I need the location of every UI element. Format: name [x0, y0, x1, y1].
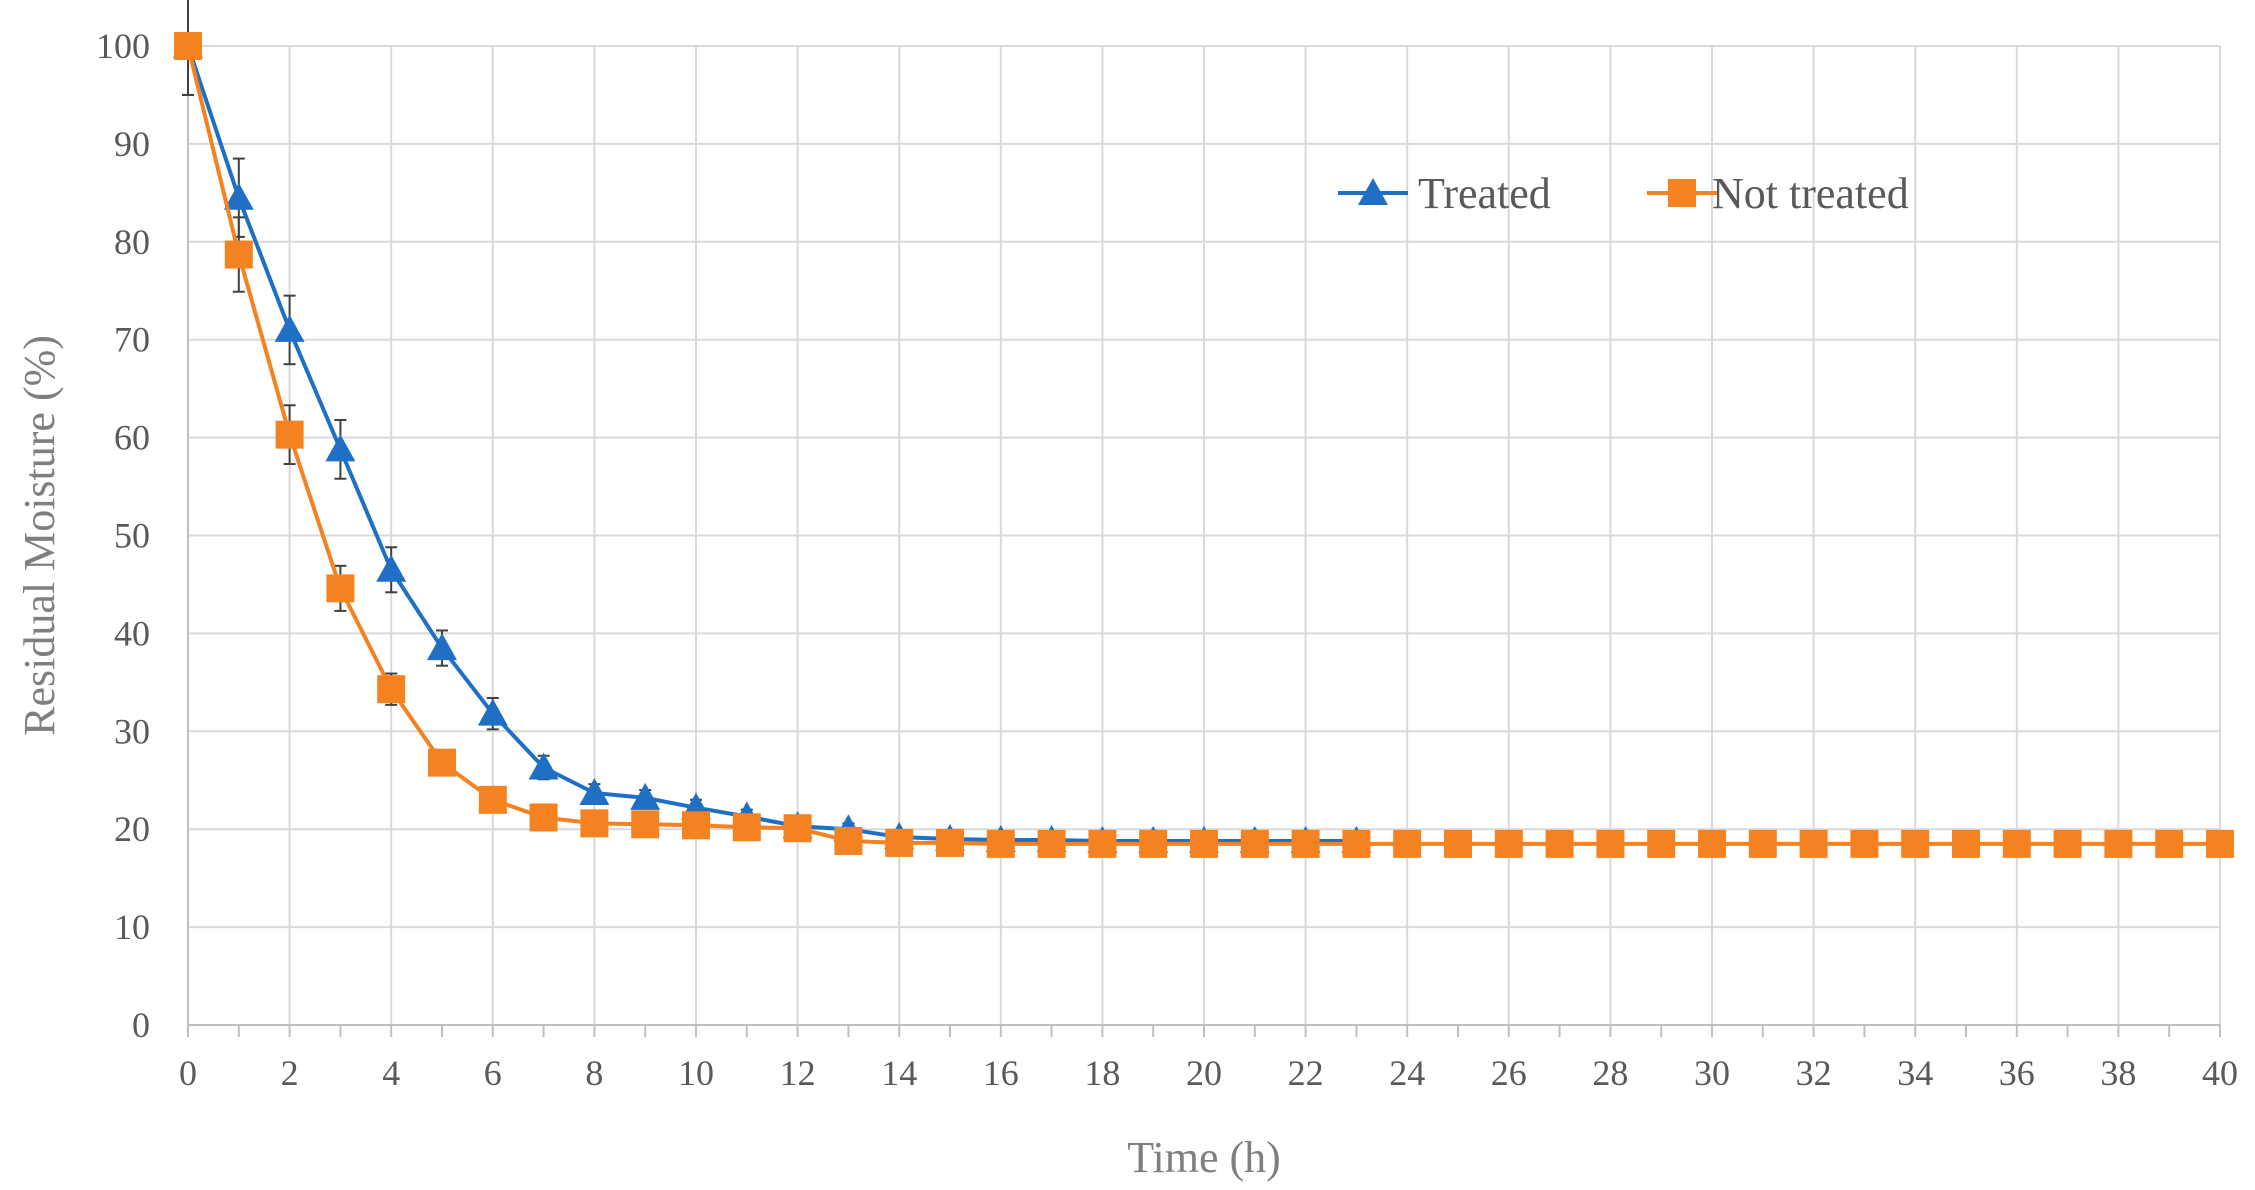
data-point [529, 803, 558, 832]
x-tick-label: 22 [1288, 1053, 1324, 1093]
data-point [1494, 829, 1523, 858]
data-point [732, 813, 761, 842]
data-point [1190, 829, 1218, 858]
data-point [275, 420, 304, 449]
data-point [223, 182, 254, 210]
series-treated [173, 0, 1372, 853]
data-point [528, 752, 559, 780]
x-tick-label: 36 [1999, 1053, 2035, 1093]
data-point [174, 32, 202, 60]
data-point [1850, 829, 1879, 858]
x-tick-label: 30 [1694, 1053, 1730, 1093]
data-point [1139, 829, 1168, 858]
y-tick-label: 30 [114, 711, 150, 751]
x-tick-label: 26 [1491, 1053, 1527, 1093]
x-tick-label: 8 [585, 1053, 603, 1093]
chart-grid [188, 45, 2221, 1025]
data-point [1037, 829, 1066, 858]
data-point [376, 554, 407, 582]
data-point [477, 698, 508, 726]
data-point [428, 748, 456, 777]
data-point [834, 826, 863, 855]
y-tick-label: 100 [96, 26, 150, 66]
data-point [1291, 829, 1320, 858]
data-point [1596, 829, 1625, 858]
y-tick-label: 0 [132, 1005, 150, 1045]
y-tick-label: 90 [114, 124, 150, 164]
chart-series [173, 0, 2234, 858]
data-point [885, 828, 914, 857]
x-tick-label: 6 [484, 1053, 502, 1093]
data-point [2155, 829, 2184, 858]
data-point [1799, 829, 1828, 858]
x-tick-label: 24 [1389, 1053, 1425, 1093]
series-line [186, 45, 1357, 843]
legend-label: Not treated [1712, 169, 1909, 218]
data-point [1240, 829, 1269, 858]
data-point [1393, 829, 1422, 858]
x-tick-label: 40 [2202, 1053, 2238, 1093]
data-point [2206, 829, 2234, 858]
data-point [1444, 829, 1472, 858]
data-point [2104, 829, 2133, 858]
y-tick-label: 40 [114, 613, 150, 653]
data-point [630, 782, 661, 810]
data-point [580, 809, 609, 838]
data-point [377, 675, 406, 704]
x-tick-label: 0 [179, 1053, 197, 1093]
data-point [325, 434, 356, 462]
x-tick-label: 14 [881, 1053, 917, 1093]
y-tick-label: 50 [114, 516, 150, 556]
x-tick-label: 28 [1592, 1053, 1628, 1093]
y-tick-label: 80 [114, 222, 150, 262]
y-tick-label: 10 [114, 907, 150, 947]
y-axis-title: Residual Moisture (%) [15, 335, 64, 736]
data-point [1901, 829, 1930, 858]
series-not-treated [174, 0, 2234, 858]
data-point [579, 777, 610, 805]
data-point [1545, 829, 1574, 858]
data-point [631, 810, 660, 839]
data-point [274, 314, 305, 342]
chart-legend: Treated Not treated [1338, 169, 1909, 218]
x-tick-label: 4 [382, 1053, 400, 1093]
chart-axes [187, 46, 2221, 1037]
data-point [2002, 829, 2031, 858]
x-tick-label: 2 [281, 1053, 299, 1093]
data-point [1748, 829, 1777, 858]
data-point [1088, 829, 1117, 858]
x-tick-label: 16 [983, 1053, 1019, 1093]
data-point [1647, 829, 1676, 858]
data-point [783, 814, 812, 843]
x-tick-label: 32 [1796, 1053, 1832, 1093]
legend-label: Treated [1418, 169, 1551, 218]
x-tick-label: 20 [1186, 1053, 1222, 1093]
data-point [326, 574, 355, 603]
x-axis-title: Time (h) [1127, 1133, 1281, 1182]
x-tick-label: 34 [1897, 1053, 1933, 1093]
x-tick-label: 12 [780, 1053, 816, 1093]
y-tick-label: 20 [114, 809, 150, 849]
data-point [986, 829, 1015, 858]
data-point [1698, 829, 1726, 858]
x-tick-label: 10 [678, 1053, 714, 1093]
y-tick-label: 60 [114, 418, 150, 458]
data-point [1952, 829, 1980, 858]
data-point [478, 785, 507, 814]
data-point [224, 240, 253, 269]
data-point [682, 811, 710, 840]
data-point [936, 828, 964, 857]
x-tick-label: 18 [1084, 1053, 1120, 1093]
y-tick-label: 70 [114, 320, 150, 360]
data-point [2053, 829, 2082, 858]
data-point [427, 633, 457, 661]
legend-square-icon [1668, 179, 1696, 207]
legend-triangle-icon [1358, 178, 1388, 205]
data-point [1342, 829, 1371, 858]
x-tick-label: 38 [2100, 1053, 2136, 1093]
